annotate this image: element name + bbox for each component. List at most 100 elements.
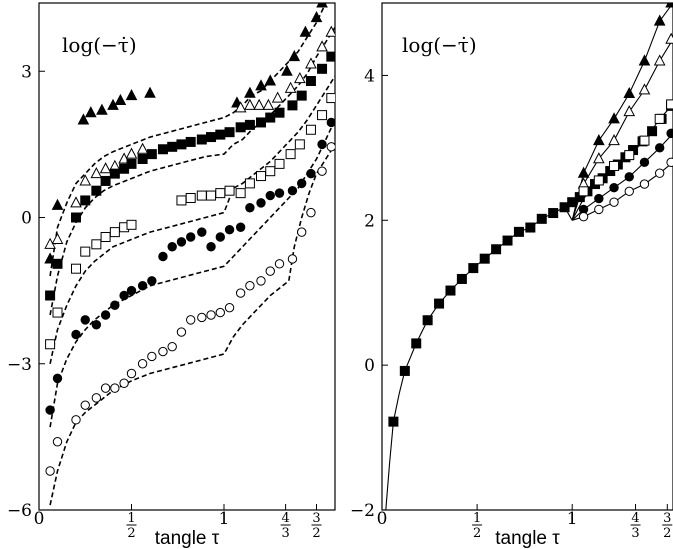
right-x-axis-label: tangle τ <box>495 528 560 549</box>
left-point-open-square <box>185 193 196 203</box>
left-point-open-circle <box>317 166 327 176</box>
left-point-open-square <box>45 339 56 350</box>
left-point-open-square <box>176 195 187 206</box>
right-point-open-square <box>609 160 620 171</box>
left-point-open-triangle <box>284 81 297 93</box>
left-point-filled-triangle <box>255 79 267 91</box>
left-point-filled-square <box>126 158 137 169</box>
left-point-filled-circle <box>91 320 102 330</box>
left-point-filled-square <box>256 117 266 128</box>
left-point-open-circle <box>287 254 298 264</box>
right-point-filled-square <box>411 338 422 349</box>
left-point-filled-circle <box>274 188 285 198</box>
right-point-open-triangle <box>592 152 605 164</box>
left-point-open-triangle <box>325 25 335 37</box>
right-plot-frame <box>381 2 673 511</box>
left-x-tick-label-numerator: 3 <box>312 511 320 526</box>
right-point-filled-circle <box>666 128 673 139</box>
left-point-open-circle <box>326 142 335 152</box>
left-point-filled-square <box>176 139 187 150</box>
left-point-filled-circle <box>224 224 235 235</box>
left-point-open-circle <box>80 400 90 410</box>
left-point-filled-square <box>146 149 157 160</box>
right-point-filled-circle <box>594 193 604 204</box>
left-fit-curve <box>49 75 335 364</box>
left-point-open-triangle <box>262 98 275 110</box>
left-fit-lines <box>49 3 335 506</box>
left-point-filled-triangle <box>288 50 301 62</box>
left-point-filled-triangle <box>77 113 90 125</box>
left-point-open-circle <box>224 302 235 313</box>
left-point-open-triangle <box>316 40 328 52</box>
right-point-filled-triangle <box>665 3 673 8</box>
left-point-filled-circle <box>110 300 120 310</box>
left-point-filled-circle <box>317 139 327 150</box>
left-point-open-circle <box>235 288 246 298</box>
left-plot-frame <box>38 2 336 511</box>
right-fit-curve <box>571 3 673 221</box>
left-point-open-circle <box>71 415 81 425</box>
left-point-filled-triangle <box>281 64 293 76</box>
right-point-filled-triangle <box>608 112 620 124</box>
left-x-tick-label-denominator: 3 <box>281 526 289 541</box>
right-x-tick-label-numerator: 4 <box>631 511 639 526</box>
left-point-filled-square <box>100 175 111 186</box>
right-point-open-square <box>624 150 635 161</box>
left-point-filled-circle <box>186 232 196 242</box>
left-point-open-circle <box>215 307 226 318</box>
left-point-filled-triangle <box>114 93 127 105</box>
left-point-filled-triangle <box>264 74 277 86</box>
right-point-open-circle <box>609 197 619 207</box>
left-point-filled-circle <box>167 242 177 252</box>
left-point-open-circle <box>256 276 266 286</box>
left-point-open-triangle <box>51 232 64 244</box>
left-point-open-square <box>274 158 285 169</box>
left-point-open-circle <box>119 378 129 388</box>
left-y-tick-label: −6 <box>7 501 32 521</box>
left-point-filled-circle <box>197 227 207 237</box>
right-point-open-triangle <box>638 83 651 95</box>
left-point-open-square <box>256 171 266 182</box>
right-point-filled-square <box>388 416 399 427</box>
left-point-filled-circle <box>158 251 168 262</box>
left-point-open-square <box>100 232 111 242</box>
left-point-filled-circle <box>176 237 187 247</box>
left-point-filled-circle <box>100 310 111 320</box>
right-point-open-circle <box>666 157 673 168</box>
right-point-filled-circle <box>624 172 634 182</box>
left-x-tick-label-denominator: 2 <box>127 526 135 541</box>
left-point-open-triangle <box>79 174 92 186</box>
left-point-open-circle <box>167 341 177 352</box>
right-fit-lines <box>385 3 673 510</box>
left-point-filled-square <box>265 112 276 123</box>
right-x-tick-label: 0 <box>377 509 388 529</box>
left-point-open-square <box>244 178 255 189</box>
left-point-filled-square <box>52 258 63 269</box>
right-point-filled-circle <box>639 157 650 168</box>
right-point-filled-circle <box>609 182 619 193</box>
right-point-filled-square <box>525 222 536 233</box>
left-point-filled-triangle <box>84 106 97 118</box>
left-point-filled-circle <box>287 185 298 196</box>
left-point-filled-triangle <box>125 89 138 101</box>
left-point-filled-circle <box>206 242 216 252</box>
right-y-tick-label: 2 <box>364 211 375 231</box>
left-x-tick-label: 1 <box>219 509 230 529</box>
right-point-open-triangle <box>608 134 620 146</box>
right-x-tick-label-denominator: 2 <box>663 526 671 541</box>
right-x-tick-label-numerator: 3 <box>663 511 671 526</box>
right-point-filled-square <box>502 235 513 246</box>
left-point-open-circle <box>100 383 111 393</box>
left-point-open-triangle <box>70 196 82 208</box>
left-fit-curve <box>49 3 327 277</box>
left-point-filled-square <box>80 195 91 206</box>
left-point-filled-triangle <box>51 198 64 210</box>
left-point-filled-square <box>71 212 81 223</box>
left-point-filled-square <box>244 119 255 130</box>
left-point-filled-triangle <box>310 11 323 23</box>
left-point-filled-triangle <box>244 86 256 98</box>
left-point-filled-circle <box>71 329 81 340</box>
left-point-filled-circle <box>137 281 148 291</box>
left-point-open-circle <box>297 227 307 237</box>
left-x-axis-label: tangle τ <box>155 528 220 549</box>
